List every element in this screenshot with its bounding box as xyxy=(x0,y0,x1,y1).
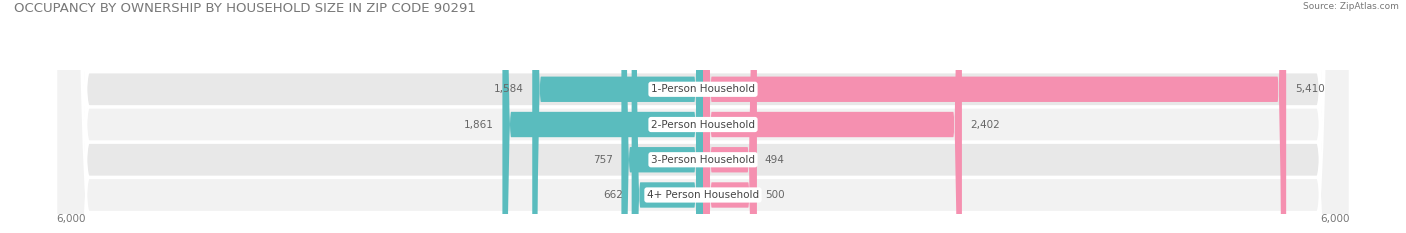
Text: Source: ZipAtlas.com: Source: ZipAtlas.com xyxy=(1303,2,1399,11)
FancyBboxPatch shape xyxy=(502,0,703,233)
Text: 4+ Person Household: 4+ Person Household xyxy=(647,190,759,200)
FancyBboxPatch shape xyxy=(703,0,756,233)
Text: OCCUPANCY BY OWNERSHIP BY HOUSEHOLD SIZE IN ZIP CODE 90291: OCCUPANCY BY OWNERSHIP BY HOUSEHOLD SIZE… xyxy=(14,2,477,15)
FancyBboxPatch shape xyxy=(621,0,703,233)
Text: 494: 494 xyxy=(765,155,785,165)
FancyBboxPatch shape xyxy=(56,0,1350,233)
FancyBboxPatch shape xyxy=(56,0,1350,233)
Text: 1,584: 1,584 xyxy=(494,84,523,94)
Text: 6,000: 6,000 xyxy=(1320,214,1350,224)
FancyBboxPatch shape xyxy=(631,0,703,233)
Text: 500: 500 xyxy=(765,190,785,200)
Text: 1-Person Household: 1-Person Household xyxy=(651,84,755,94)
FancyBboxPatch shape xyxy=(56,0,1350,233)
FancyBboxPatch shape xyxy=(703,0,756,233)
FancyBboxPatch shape xyxy=(533,0,703,233)
Text: 757: 757 xyxy=(593,155,613,165)
FancyBboxPatch shape xyxy=(56,0,1350,233)
Text: 1,861: 1,861 xyxy=(464,120,494,130)
Text: 662: 662 xyxy=(603,190,623,200)
FancyBboxPatch shape xyxy=(703,0,1286,233)
Text: 3-Person Household: 3-Person Household xyxy=(651,155,755,165)
Text: 2,402: 2,402 xyxy=(970,120,1000,130)
FancyBboxPatch shape xyxy=(703,0,962,233)
Text: 2-Person Household: 2-Person Household xyxy=(651,120,755,130)
Text: 6,000: 6,000 xyxy=(56,214,86,224)
Text: 5,410: 5,410 xyxy=(1295,84,1324,94)
